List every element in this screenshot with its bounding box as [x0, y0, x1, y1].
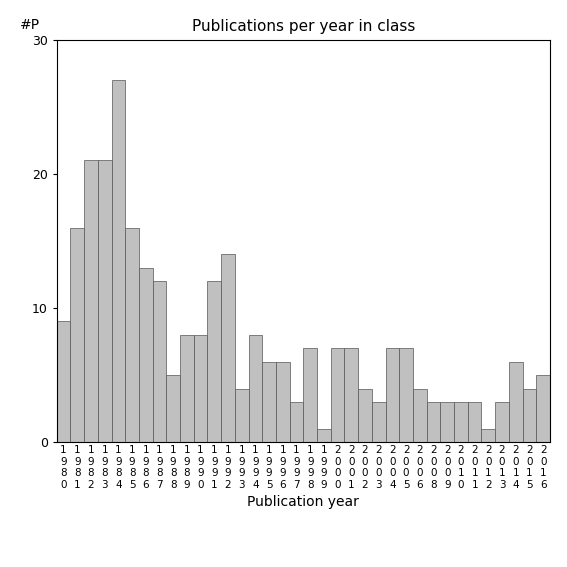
Bar: [112, 80, 125, 442]
Bar: [235, 388, 248, 442]
Bar: [413, 388, 426, 442]
Bar: [358, 388, 372, 442]
Bar: [344, 348, 358, 442]
X-axis label: Publication year: Publication year: [247, 496, 359, 509]
Bar: [139, 268, 153, 442]
Bar: [194, 335, 208, 442]
Bar: [426, 402, 441, 442]
Bar: [481, 429, 495, 442]
Y-axis label: #P: #P: [19, 18, 40, 32]
Title: Publications per year in class: Publications per year in class: [192, 19, 415, 35]
Bar: [70, 227, 84, 442]
Bar: [166, 375, 180, 442]
Bar: [208, 281, 221, 442]
Bar: [468, 402, 481, 442]
Bar: [153, 281, 166, 442]
Bar: [125, 227, 139, 442]
Bar: [221, 255, 235, 442]
Bar: [454, 402, 468, 442]
Bar: [98, 160, 112, 442]
Bar: [180, 335, 194, 442]
Bar: [495, 402, 509, 442]
Bar: [331, 348, 344, 442]
Bar: [386, 348, 399, 442]
Bar: [399, 348, 413, 442]
Bar: [248, 335, 262, 442]
Bar: [57, 321, 70, 442]
Bar: [372, 402, 386, 442]
Bar: [303, 348, 317, 442]
Bar: [536, 375, 550, 442]
Bar: [290, 402, 303, 442]
Bar: [441, 402, 454, 442]
Bar: [523, 388, 536, 442]
Bar: [262, 362, 276, 442]
Bar: [276, 362, 290, 442]
Bar: [84, 160, 98, 442]
Bar: [509, 362, 523, 442]
Bar: [317, 429, 331, 442]
